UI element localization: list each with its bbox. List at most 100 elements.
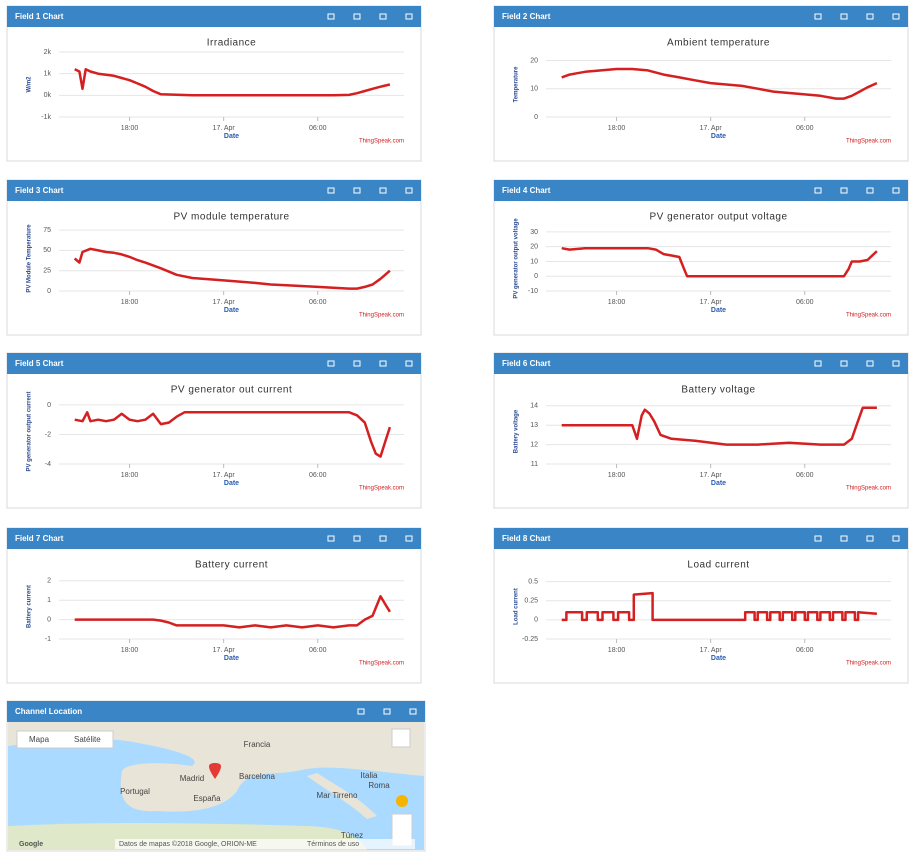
x-tick-label: 17. Apr <box>700 125 723 132</box>
chart-title: Irradiance <box>207 38 256 49</box>
y-axis-label: Load current <box>514 588 520 625</box>
y-axis-label: Temperature <box>514 66 520 103</box>
y-tick-label: 12 <box>530 441 538 448</box>
map-place-label: Mar Tirreno <box>317 791 358 800</box>
x-axis-label: Date <box>224 133 239 140</box>
panel-header <box>494 528 908 549</box>
x-tick-label: 18:00 <box>121 472 139 479</box>
y-tick-label: 0 <box>47 288 51 295</box>
y-tick-label: -10 <box>528 288 538 295</box>
panel-title: Field 3 Chart <box>15 186 64 195</box>
chart-title: Load current <box>687 560 749 571</box>
y-tick-label: 14 <box>530 403 538 410</box>
y-tick-label: 1 <box>47 597 51 604</box>
chart-title: PV module temperature <box>173 212 289 223</box>
panel-header <box>494 6 908 27</box>
x-tick-label: 06:00 <box>796 472 814 479</box>
x-tick-label: 18:00 <box>608 472 626 479</box>
credit: ThingSpeak.com <box>846 313 891 319</box>
y-tick-label: 0k <box>44 92 52 99</box>
y-tick-label: 0 <box>47 402 51 409</box>
x-tick-label: 06:00 <box>796 647 814 654</box>
x-tick-label: 18:00 <box>121 299 139 306</box>
y-tick-label: 0 <box>534 114 538 121</box>
x-axis-label: Date <box>224 655 239 662</box>
credit: ThingSpeak.com <box>846 139 891 145</box>
panel-title: Field 2 Chart <box>502 12 551 21</box>
y-tick-label: 0.25 <box>524 598 538 605</box>
map-place-label: España <box>193 794 221 803</box>
x-tick-label: 17. Apr <box>213 647 236 654</box>
x-tick-label: 17. Apr <box>700 472 723 479</box>
x-tick-label: 06:00 <box>796 125 814 132</box>
map-place-label: Francia <box>244 740 271 749</box>
panel-title: Field 5 Chart <box>15 359 64 368</box>
map-type-button[interactable]: Mapa <box>29 735 50 744</box>
x-tick-label: 18:00 <box>608 125 626 132</box>
x-tick-label: 06:00 <box>309 299 327 306</box>
fullscreen[interactable] <box>392 729 410 747</box>
x-tick-label: 18:00 <box>608 299 626 306</box>
x-tick-label: 06:00 <box>309 125 327 132</box>
x-tick-label: 17. Apr <box>213 299 236 306</box>
y-axis-label: Battery current <box>27 585 33 628</box>
x-tick-label: 18:00 <box>121 125 139 132</box>
y-tick-label: -2 <box>45 431 51 438</box>
x-axis-label: Date <box>224 307 239 314</box>
y-tick-label: 2k <box>44 49 52 56</box>
map-place-label: Madrid <box>180 774 204 783</box>
y-tick-label: -0.25 <box>522 636 538 643</box>
x-tick-label: 17. Apr <box>213 125 236 132</box>
y-tick-label: 0 <box>47 616 51 623</box>
map-place-label: Barcelona <box>239 772 276 781</box>
y-tick-label: 20 <box>530 57 538 64</box>
map-logo: Google <box>19 841 43 848</box>
credit: ThingSpeak.com <box>846 661 891 667</box>
y-axis-label: PV generator output voltage <box>514 218 520 299</box>
chart-title: Ambient temperature <box>667 38 770 49</box>
y-tick-label: -1 <box>45 636 51 643</box>
x-axis-label: Date <box>711 655 726 662</box>
y-tick-label: -1k <box>41 114 51 121</box>
y-tick-label: 10 <box>530 86 538 93</box>
credit: ThingSpeak.com <box>359 139 404 145</box>
credit: ThingSpeak.com <box>359 661 404 667</box>
panel-header <box>494 180 908 201</box>
panel-header <box>7 180 421 201</box>
x-tick-label: 06:00 <box>309 647 327 654</box>
x-axis-label: Date <box>711 480 726 487</box>
x-tick-label: 17. Apr <box>213 472 236 479</box>
y-tick-label: 0 <box>534 617 538 624</box>
map-terms[interactable]: Términos de uso <box>307 841 359 848</box>
x-tick-label: 06:00 <box>309 472 327 479</box>
panel-header <box>494 353 908 374</box>
panel-title: Field 6 Chart <box>502 359 551 368</box>
credit: ThingSpeak.com <box>359 486 404 492</box>
panel-header <box>7 528 421 549</box>
map-place-label: Portugal <box>120 787 150 796</box>
street-view[interactable] <box>396 795 408 807</box>
x-tick-label: 17. Apr <box>700 299 723 306</box>
map-type-button[interactable]: Satélite <box>74 735 101 744</box>
y-tick-label: 30 <box>530 229 538 236</box>
map-place-label: Túnez <box>341 831 363 840</box>
credit: ThingSpeak.com <box>846 486 891 492</box>
y-tick-label: 10 <box>530 258 538 265</box>
map-place-label: Roma <box>368 781 390 790</box>
chart-title: Battery voltage <box>681 385 755 396</box>
panel-header <box>7 6 421 27</box>
y-axis-label: PV generator output current <box>27 391 33 471</box>
y-axis-label: W/m2 <box>27 76 33 93</box>
y-tick-label: 0 <box>534 273 538 280</box>
chart-title: PV generator out current <box>171 385 293 396</box>
x-axis-label: Date <box>711 133 726 140</box>
x-tick-label: 18:00 <box>121 647 139 654</box>
x-axis-label: Date <box>711 307 726 314</box>
y-tick-label: 0.5 <box>528 578 538 585</box>
y-tick-label: 13 <box>530 422 538 429</box>
y-tick-label: 1k <box>44 71 52 78</box>
panel-title: Field 7 Chart <box>15 534 64 543</box>
chart-title: Battery current <box>195 560 268 571</box>
dashboard: Field 1 ChartIrradianceW/m2-1k0k1k2k18:0… <box>0 0 911 855</box>
y-axis-label: PV Module Temperature <box>27 224 33 293</box>
